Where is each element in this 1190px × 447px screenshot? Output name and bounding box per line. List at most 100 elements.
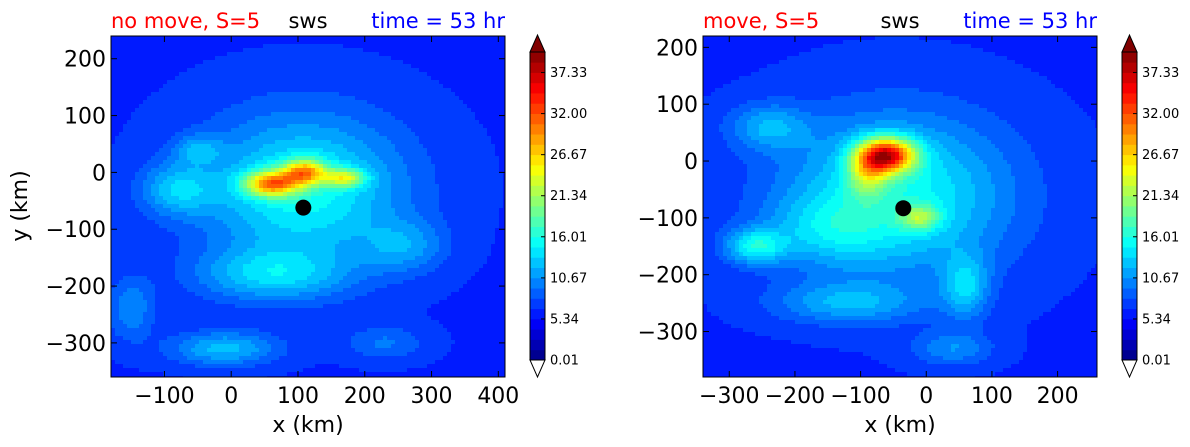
heatmap-cell (183, 44, 188, 49)
heatmap-cell (487, 200, 492, 205)
heatmap-cell (351, 72, 356, 77)
heatmap-cell (147, 80, 152, 85)
heatmap-cell (307, 156, 312, 161)
heatmap-cell (427, 216, 432, 221)
heatmap-cell (271, 224, 276, 229)
heatmap-cell (395, 136, 400, 141)
heatmap-cell (111, 216, 116, 221)
heatmap-cell (419, 220, 424, 225)
heatmap-cell (163, 204, 168, 209)
heatmap-cell (115, 72, 120, 77)
heatmap-cell (343, 116, 348, 121)
heatmap-cell (387, 228, 392, 233)
heatmap-cell (355, 160, 360, 165)
heatmap-cell (387, 84, 392, 89)
heatmap-cell (307, 68, 312, 73)
heatmap-cell (423, 208, 428, 213)
heatmap-cell (323, 84, 328, 89)
heatmap-cell (427, 208, 432, 213)
heatmap-cell (303, 120, 308, 125)
heatmap-cell (471, 224, 476, 229)
heatmap-cell (359, 208, 364, 213)
heatmap-cell (187, 184, 192, 189)
heatmap-cell (127, 164, 132, 169)
heatmap-cell (323, 144, 328, 149)
heatmap-cell (187, 220, 192, 225)
heatmap-cell (359, 168, 364, 173)
heatmap-cell (459, 92, 464, 97)
heatmap-cell (243, 172, 248, 177)
heatmap-cell (483, 196, 488, 201)
heatmap-cell (435, 152, 440, 157)
heatmap-cell (199, 184, 204, 189)
heatmap-cell (427, 104, 432, 109)
heatmap-cell (119, 156, 124, 161)
heatmap-cell (443, 96, 448, 101)
heatmap-cell (243, 48, 248, 53)
heatmap-cell (223, 68, 228, 73)
heatmap-cell (163, 136, 168, 141)
heatmap-cell (371, 76, 376, 81)
heatmap-cell (471, 136, 476, 141)
heatmap-cell (431, 60, 436, 65)
heatmap-cell (291, 44, 296, 49)
heatmap-cell (171, 180, 176, 185)
heatmap-cell (139, 92, 144, 97)
heatmap-cell (367, 72, 372, 77)
heatmap-cell (295, 44, 300, 49)
heatmap-cell (227, 196, 232, 201)
heatmap-cell (239, 236, 244, 241)
heatmap-cell (155, 88, 160, 93)
heatmap-cell (415, 216, 420, 221)
heatmap-cell (491, 48, 496, 53)
heatmap-cell (123, 212, 128, 217)
heatmap-cell (239, 112, 244, 117)
heatmap-cell (415, 184, 420, 189)
heatmap-cell (411, 120, 416, 125)
heatmap-cell (451, 84, 456, 89)
heatmap-cell (427, 80, 432, 85)
heatmap-cell (315, 228, 320, 233)
heatmap-cell (499, 208, 504, 213)
heatmap-cell (411, 216, 416, 221)
heatmap-cell (311, 148, 316, 153)
heatmap-cell (131, 228, 136, 233)
heatmap-cell (347, 208, 352, 213)
heatmap-cell (411, 72, 416, 77)
heatmap-cell (255, 88, 260, 93)
heatmap-cell (119, 40, 124, 45)
heatmap-cell (251, 156, 256, 161)
heatmap-cell (275, 152, 280, 157)
heatmap-cell (223, 136, 228, 141)
heatmap-cell (203, 92, 208, 97)
heatmap-cell (495, 116, 500, 121)
heatmap-cell (187, 108, 192, 113)
heatmap-cell (471, 120, 476, 125)
heatmap-cell (283, 108, 288, 113)
heatmap-cell (439, 96, 444, 101)
heatmap-cell (319, 136, 324, 141)
heatmap-cell (435, 164, 440, 169)
heatmap-cell (391, 72, 396, 77)
heatmap-cell (355, 96, 360, 101)
heatmap-cell (467, 136, 472, 141)
heatmap-cell (267, 212, 272, 217)
heatmap-cell (423, 56, 428, 61)
heatmap-cell (159, 196, 164, 201)
heatmap-cell (243, 188, 248, 193)
heatmap-cell (455, 220, 460, 225)
heatmap-cell (395, 176, 400, 181)
heatmap-cell (183, 56, 188, 61)
heatmap-cell (343, 136, 348, 141)
heatmap-cell (159, 40, 164, 45)
heatmap-cell (471, 188, 476, 193)
heatmap-cell (335, 232, 340, 237)
heatmap-cell (211, 140, 216, 145)
heatmap-cell (251, 60, 256, 65)
heatmap-cell (475, 156, 480, 161)
heatmap-cell (255, 52, 260, 57)
heatmap-cell (351, 108, 356, 113)
heatmap-cell (419, 204, 424, 209)
heatmap-cell (215, 236, 220, 241)
heatmap-cell (399, 68, 404, 73)
